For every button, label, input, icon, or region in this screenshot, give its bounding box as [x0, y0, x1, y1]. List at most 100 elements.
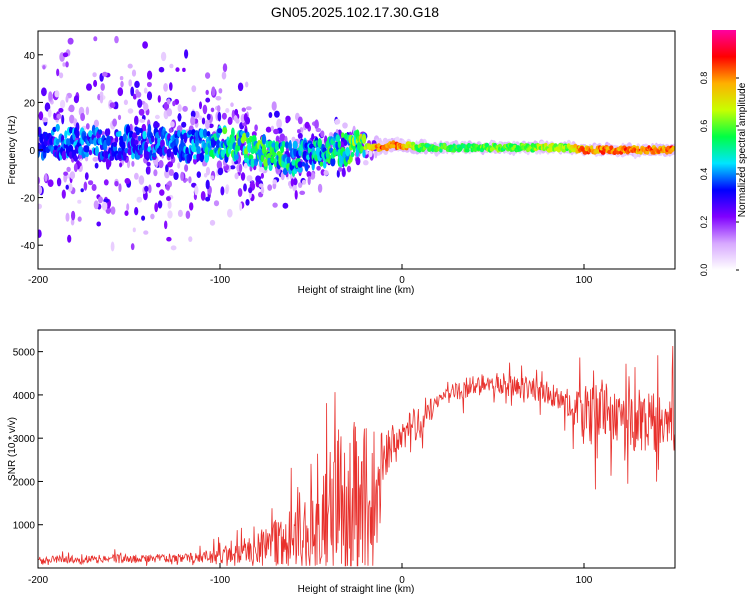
spectrogram-cell	[196, 152, 201, 162]
spectrogram-cell	[127, 63, 133, 69]
spectrogram-cell	[38, 229, 42, 238]
spectrogram-cell	[177, 209, 183, 217]
spectrogram-x-tick-label: -200	[28, 275, 48, 286]
spectrogram-cell	[86, 83, 92, 91]
spectrogram-cell	[118, 183, 122, 193]
spectrogram-cell	[339, 154, 343, 164]
spectrogram-cell	[301, 179, 307, 185]
spectrogram-cell	[261, 144, 267, 155]
spectrogram-cell	[205, 89, 209, 95]
spectrogram-cell	[130, 86, 135, 97]
spectrogram-cell	[250, 158, 255, 168]
spectrogram-cell	[131, 160, 135, 167]
spectrogram-cell	[85, 156, 89, 162]
spectrogram-cell	[152, 152, 157, 158]
snr-xlabel: Height of straight line (km)	[298, 584, 415, 595]
spectrogram-cell	[173, 145, 179, 156]
spectrogram-cell	[221, 112, 227, 120]
spectrogram-cell	[112, 118, 117, 127]
spectrogram-cell	[165, 184, 170, 190]
spectrogram-cell	[185, 210, 191, 219]
spectrogram-cell	[124, 210, 129, 216]
spectrogram-cell	[52, 126, 57, 132]
spectrogram-cell	[131, 69, 137, 77]
snr-series-line	[38, 345, 675, 567]
spectrogram-cell	[167, 161, 174, 168]
spectrogram-cell	[282, 168, 288, 175]
spectrogram-cell	[63, 171, 68, 176]
spectrogram-cell	[282, 202, 289, 209]
spectrogram-cell	[93, 137, 98, 146]
spectrogram-cell	[270, 125, 274, 131]
spectrogram-cell	[230, 102, 234, 107]
spectrogram-cell	[304, 162, 309, 172]
spectrogram-cell	[609, 145, 614, 150]
snr-y-tick-label: 4000	[13, 391, 36, 402]
snr-y-tick-label: 1000	[13, 521, 36, 532]
spectrogram-cell	[127, 108, 134, 114]
spectrogram-cell	[96, 221, 101, 227]
spectrogram-cell	[77, 199, 82, 204]
spectrogram-cell	[47, 108, 52, 118]
spectrogram-cell	[158, 66, 165, 73]
spectrogram-cell	[316, 165, 321, 171]
spectrogram-cell	[93, 119, 99, 128]
spectrogram-x-tick-label: -100	[210, 275, 230, 286]
spectrogram-cell	[175, 137, 179, 146]
spectrogram-cell	[645, 150, 650, 155]
spectrogram-cell	[346, 165, 352, 173]
spectrogram-cell	[160, 51, 167, 62]
snr-panel: -200 -100 0 100 1000 2000 3000 4000 5000 Height…	[7, 329, 676, 595]
snr-x-tick-label: -200	[28, 575, 48, 586]
spectrogram-cell	[136, 196, 143, 203]
spectrogram-cell	[245, 106, 252, 111]
spectrogram-cell	[85, 123, 90, 130]
spectrogram-cell	[201, 117, 206, 125]
spectrogram-cell	[88, 149, 93, 156]
spectrogram-cell	[252, 134, 257, 142]
spectrogram-cell	[48, 91, 53, 101]
spectrogram-cell	[464, 148, 470, 153]
spectrogram-cell	[281, 140, 286, 148]
spectrogram-cell	[274, 142, 280, 151]
spectrogram-cell	[175, 67, 180, 72]
spectrogram-cell	[268, 163, 273, 171]
spectrogram-cell	[67, 37, 74, 45]
spectrogram-cell	[92, 156, 99, 162]
spectrogram-cell	[132, 132, 138, 139]
spectrogram-cell	[280, 146, 285, 154]
spectrogram-cell	[323, 170, 329, 176]
spectrogram-cell	[229, 165, 236, 170]
spectrogram-cell	[164, 146, 168, 154]
spectrogram-cell	[363, 160, 369, 166]
spectrogram-cell	[157, 200, 163, 209]
spectrogram-cell	[159, 189, 165, 196]
spectrogram-cell	[266, 153, 272, 158]
spectrogram-cell	[128, 79, 132, 87]
spectrogram-cell	[138, 135, 142, 142]
spectrogram-cell	[166, 108, 173, 117]
spectrogram-cell	[258, 183, 264, 188]
snr-y-tick-label: 2000	[13, 477, 36, 488]
spectrogram-cell	[163, 83, 169, 92]
spectrogram-cell	[384, 146, 389, 152]
snr-ylabel: SNR (10 * v/v)	[7, 417, 18, 481]
spectrogram-cell	[240, 172, 246, 181]
spectrogram-cell	[297, 161, 303, 168]
spectrogram-cell	[117, 87, 124, 97]
spectrogram-x-tick-label: 0	[399, 275, 405, 286]
spectrogram-cell	[297, 116, 303, 125]
spectrogram-cell	[484, 142, 490, 148]
spectrogram-cell	[205, 166, 211, 176]
spectrogram-cell	[222, 127, 228, 135]
spectrogram-cell	[222, 63, 228, 73]
colorbar-label: Normalized spectral amplitude	[737, 82, 748, 217]
spectrogram-cell	[288, 140, 292, 151]
spectrogram-cell	[65, 95, 69, 103]
spectrogram-cell	[68, 144, 74, 154]
spectrogram-cell	[241, 132, 247, 142]
spectrogram-cell	[153, 121, 159, 130]
spectrogram-cell	[84, 172, 89, 181]
spectrogram-cell	[190, 110, 196, 118]
spectrogram-y-tick-label: -40	[21, 241, 36, 252]
